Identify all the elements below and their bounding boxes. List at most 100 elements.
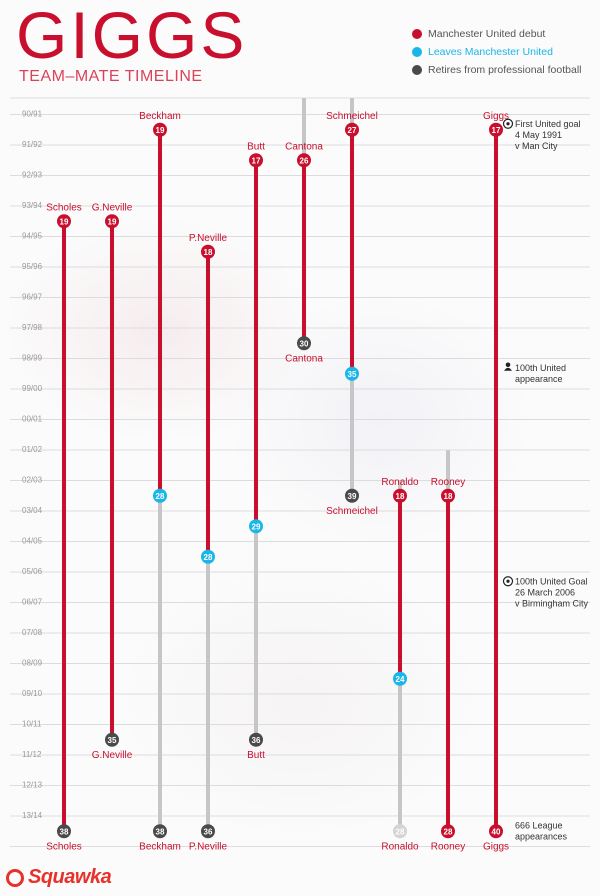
retire-age-label-giggs: 40: [492, 827, 501, 836]
annotation-text: appearances: [515, 831, 568, 841]
retire-marker-beckham: [153, 824, 167, 839]
debut-marker-rooney: [441, 488, 455, 503]
legend-label-retires: Retires from professional football: [428, 63, 582, 76]
season-label: 04/05: [22, 537, 43, 546]
season-label: 07/08: [22, 628, 43, 637]
season-label: 10/11: [22, 720, 42, 729]
retire-age-label-p-neville: 36: [204, 827, 213, 836]
retire-age-label-ronaldo: 28: [396, 827, 405, 836]
player-label-top-ronaldo: Ronaldo: [381, 477, 419, 488]
page-title: GIGGS: [16, 0, 248, 72]
player-label-top-beckham: Beckham: [139, 111, 181, 122]
debut-age-label-beckham: 19: [156, 126, 165, 135]
leave-marker-ronaldo: [393, 671, 407, 686]
season-label: 93/94: [22, 201, 43, 210]
annotation-text: v Birmingham City: [515, 598, 589, 608]
retire-age-label-cantona: 30: [300, 339, 309, 348]
season-label: 98/99: [22, 354, 43, 363]
retire-marker-ronaldo: [393, 824, 407, 839]
debut-marker-ronaldo: [393, 488, 407, 503]
player-label-bottom-giggs: Giggs: [483, 841, 509, 852]
retire-marker-schmeichel: [345, 488, 359, 503]
season-label: 97/98: [22, 323, 43, 332]
football-icon-center: [506, 579, 510, 583]
retire-marker-cantona: [297, 336, 311, 351]
legend: Manchester United debut Leaves Mancheste…: [412, 26, 582, 80]
legend-dot-debut: [412, 28, 422, 39]
season-label: 09/10: [22, 689, 43, 698]
squawka-logo: Squawka: [6, 866, 112, 889]
leave-marker-schmeichel: [345, 366, 359, 381]
football-icon-center: [506, 122, 510, 126]
debut-marker-cantona: [297, 153, 311, 168]
player-label-bottom-beckham: Beckham: [139, 841, 181, 852]
leave-marker-butt: [249, 519, 263, 534]
player-label-top-cantona: Cantona: [285, 141, 323, 152]
season-label: 91/92: [22, 140, 43, 149]
annotation-text: 666 League: [515, 820, 563, 830]
annotation-text: First United goal: [515, 119, 581, 129]
retire-marker-p-neville: [201, 824, 215, 839]
annotation-text: 100th United Goal: [515, 576, 588, 586]
annotation-text: 100th United: [515, 363, 566, 373]
retire-marker-g-neville: [105, 732, 119, 747]
player-label-top-butt: Butt: [247, 141, 265, 152]
season-label: 02/03: [22, 476, 43, 485]
season-label: 00/01: [22, 415, 43, 424]
debut-marker-beckham: [153, 122, 167, 137]
player-label-top-p-neville: P.Neville: [189, 233, 228, 244]
player-label-bottom-scholes: Scholes: [46, 841, 82, 852]
player-label-bottom-g-neville: G.Neville: [92, 750, 133, 761]
player-label-top-scholes: Scholes: [46, 202, 82, 213]
season-label: 90/91: [22, 110, 43, 119]
season-label: 11/12: [22, 750, 42, 759]
season-label: 13/14: [22, 811, 43, 820]
legend-item-leaves: Leaves Manchester United: [412, 44, 582, 59]
season-label: 03/04: [22, 506, 43, 515]
player-label-bottom-ronaldo: Ronaldo: [381, 841, 419, 852]
season-label: 01/02: [22, 445, 43, 454]
leave-marker-beckham: [153, 488, 167, 503]
debut-age-label-schmeichel: 27: [348, 126, 357, 135]
legend-item-debut: Manchester United debut: [412, 26, 582, 41]
annotation-text: 4 May 1991: [515, 130, 562, 140]
player-label-bottom-butt: Butt: [247, 750, 265, 761]
player-label-bottom-rooney: Rooney: [431, 841, 465, 852]
season-label: 12/13: [22, 781, 43, 790]
annotation-text: appearance: [515, 374, 563, 384]
season-label: 95/96: [22, 262, 43, 271]
debut-age-label-g-neville: 19: [108, 217, 117, 226]
player-label-bottom-cantona: Cantona: [285, 353, 323, 364]
retire-marker-butt: [249, 732, 263, 747]
debut-marker-butt: [249, 153, 263, 168]
debut-marker-g-neville: [105, 214, 119, 229]
leave-age-label-ronaldo: 24: [396, 675, 405, 684]
legend-dot-leaves: [412, 46, 422, 57]
retire-age-label-g-neville: 35: [108, 736, 117, 745]
player-label-top-giggs: Giggs: [483, 111, 509, 122]
retire-marker-giggs: [489, 824, 503, 839]
debut-marker-giggs: [489, 122, 503, 137]
player-label-top-g-neville: G.Neville: [92, 202, 133, 213]
player-label-top-schmeichel: Schmeichel: [326, 111, 378, 122]
season-label: 96/97: [22, 293, 43, 302]
squawka-logo-icon: [6, 868, 24, 887]
debut-age-label-scholes: 19: [60, 217, 69, 226]
leave-age-label-schmeichel: 35: [348, 370, 357, 379]
legend-dot-retires: [412, 64, 422, 75]
retire-age-label-butt: 36: [252, 736, 261, 745]
person-icon: [505, 362, 511, 368]
season-label: 05/06: [22, 567, 43, 576]
annotation-text: v Man City: [515, 141, 558, 151]
leave-age-label-beckham: 28: [156, 492, 165, 501]
season-label: 92/93: [22, 171, 43, 180]
legend-item-retires: Retires from professional football: [412, 62, 582, 77]
season-label: 06/07: [22, 598, 43, 607]
leave-marker-p-neville: [201, 549, 215, 564]
retire-age-label-schmeichel: 39: [348, 492, 357, 501]
footer-brand: Squawka: [28, 866, 112, 888]
debut-age-label-ronaldo: 18: [396, 492, 405, 501]
debut-age-label-giggs: 17: [492, 126, 501, 135]
debut-marker-schmeichel: [345, 122, 359, 137]
